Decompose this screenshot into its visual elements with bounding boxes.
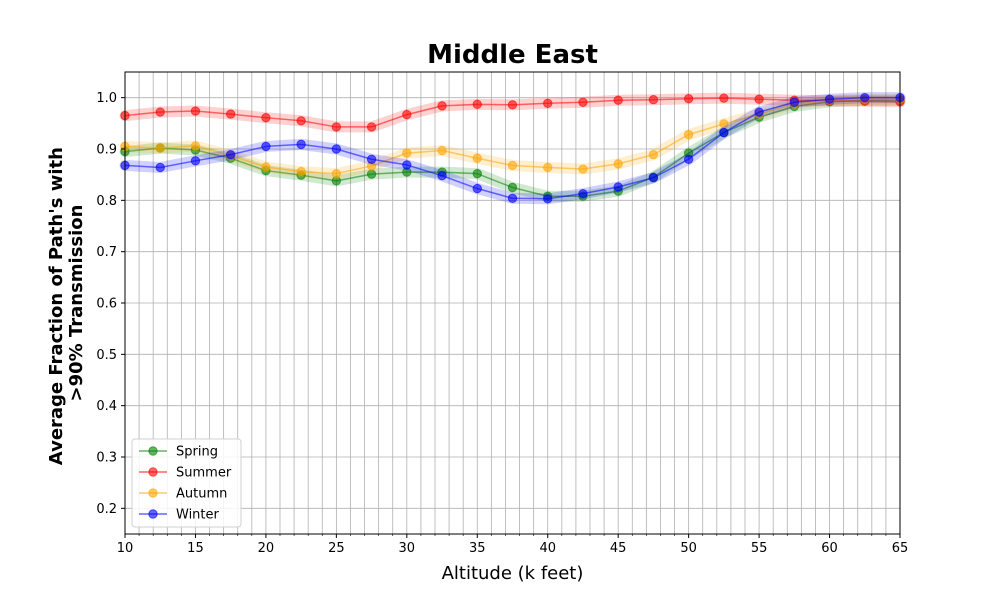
data-point-summer — [225, 109, 236, 119]
legend-marker-summer — [148, 467, 158, 477]
data-point-winter — [225, 149, 236, 160]
data-point-autumn — [261, 162, 271, 172]
y-tick-label: 1.0 — [96, 91, 117, 106]
data-point-autumn — [578, 164, 588, 174]
data-point-spring — [472, 168, 482, 179]
x-tick-label: 30 — [399, 541, 416, 556]
ticks: 10 15 20 25 30 35 40 45 50 55 60 65 0.2 0.3 0.4 0.5 0.6 0… — [96, 91, 908, 556]
legend-label-summer: Summer — [176, 466, 232, 481]
data-point-winter — [860, 92, 870, 103]
y-axis-label-line-1: Average Fraction of Path's with — [46, 147, 67, 465]
legend-marker-autumn — [148, 488, 158, 498]
data-point-summer — [437, 101, 447, 111]
data-point-autumn — [472, 153, 482, 163]
data-point-autumn — [437, 145, 447, 156]
x-tick-label: 65 — [892, 541, 909, 556]
legend-label-winter: Winter — [176, 508, 220, 523]
data-point-autumn — [296, 166, 306, 177]
x-tick-label: 10 — [117, 541, 134, 556]
data-point-winter — [507, 193, 518, 203]
data-point-winter — [261, 141, 271, 152]
x-tick-label: 60 — [821, 541, 838, 556]
y-tick-label: 0.3 — [96, 451, 117, 466]
legend-marker-winter — [148, 509, 158, 519]
data-point-summer — [507, 100, 518, 110]
data-point-autumn — [507, 160, 518, 171]
data-point-autumn — [331, 168, 342, 179]
data-point-autumn — [613, 159, 623, 169]
data-point-autumn — [190, 141, 201, 151]
data-point-summer — [155, 107, 165, 117]
data-point-summer — [190, 106, 201, 116]
data-point-winter — [719, 127, 729, 138]
data-point-winter — [402, 160, 412, 170]
data-point-summer — [366, 122, 377, 132]
data-point-summer — [331, 122, 342, 132]
y-axis-label-line-2: >90% Transmission — [66, 205, 87, 402]
y-axis-label: Average Fraction of Path's with >90% Tra… — [46, 141, 87, 465]
data-point-winter — [543, 194, 553, 204]
x-tick-label: 50 — [680, 541, 697, 556]
data-point-autumn — [648, 149, 659, 160]
data-point-summer — [719, 93, 729, 103]
data-point-winter — [296, 139, 306, 150]
data-point-winter — [366, 154, 377, 164]
data-point-winter — [754, 107, 764, 117]
y-tick-label: 0.7 — [96, 245, 117, 260]
x-tick-label: 35 — [469, 541, 486, 556]
x-axis-label: Altitude (k feet) — [442, 563, 584, 584]
legend-marker-spring — [148, 446, 158, 456]
data-point-summer — [578, 97, 588, 107]
x-tick-label: 25 — [328, 541, 345, 556]
data-point-winter — [789, 97, 800, 107]
data-point-autumn — [543, 162, 553, 173]
y-tick-label: 0.8 — [96, 194, 117, 209]
data-point-summer — [683, 93, 694, 104]
y-tick-label: 0.9 — [96, 143, 117, 158]
data-point-winter — [824, 94, 835, 104]
legend-label-spring: Spring — [176, 445, 218, 460]
data-point-winter — [331, 144, 342, 154]
data-point-summer — [402, 109, 412, 120]
data-point-spring — [507, 182, 518, 193]
data-point-winter — [472, 183, 482, 194]
data-point-summer — [613, 95, 623, 105]
data-point-summer — [648, 95, 659, 105]
data-point-autumn — [402, 148, 412, 158]
legend-label-autumn: Autumn — [176, 487, 227, 502]
data-point-winter — [613, 182, 623, 192]
data-point-summer — [543, 98, 553, 109]
data-point-winter — [155, 162, 165, 173]
data-point-summer — [472, 99, 482, 110]
x-tick-label: 15 — [187, 541, 204, 556]
x-tick-label: 20 — [258, 541, 275, 556]
data-point-winter — [648, 173, 659, 183]
y-tick-label: 0.4 — [96, 399, 117, 414]
y-tick-label: 0.6 — [96, 297, 117, 312]
legend-box — [131, 438, 242, 528]
legend: Spring Summer Autumn Winter — [131, 438, 242, 528]
data-point-winter — [190, 156, 201, 166]
data-point-summer — [754, 94, 764, 104]
data-point-winter — [683, 154, 694, 164]
y-tick-label: 0.5 — [96, 348, 117, 363]
series-layer — [119, 92, 906, 205]
x-tick-label: 40 — [539, 541, 556, 556]
x-tick-label: 55 — [751, 541, 768, 556]
data-point-autumn — [155, 143, 165, 153]
data-point-summer — [296, 116, 306, 126]
chart-title: Middle East — [427, 40, 598, 70]
data-point-summer — [261, 112, 271, 123]
y-tick-label: 0.2 — [96, 502, 117, 517]
data-point-winter — [437, 170, 447, 181]
data-point-autumn — [683, 129, 694, 140]
data-point-winter — [578, 188, 588, 199]
x-tick-label: 45 — [610, 541, 627, 556]
